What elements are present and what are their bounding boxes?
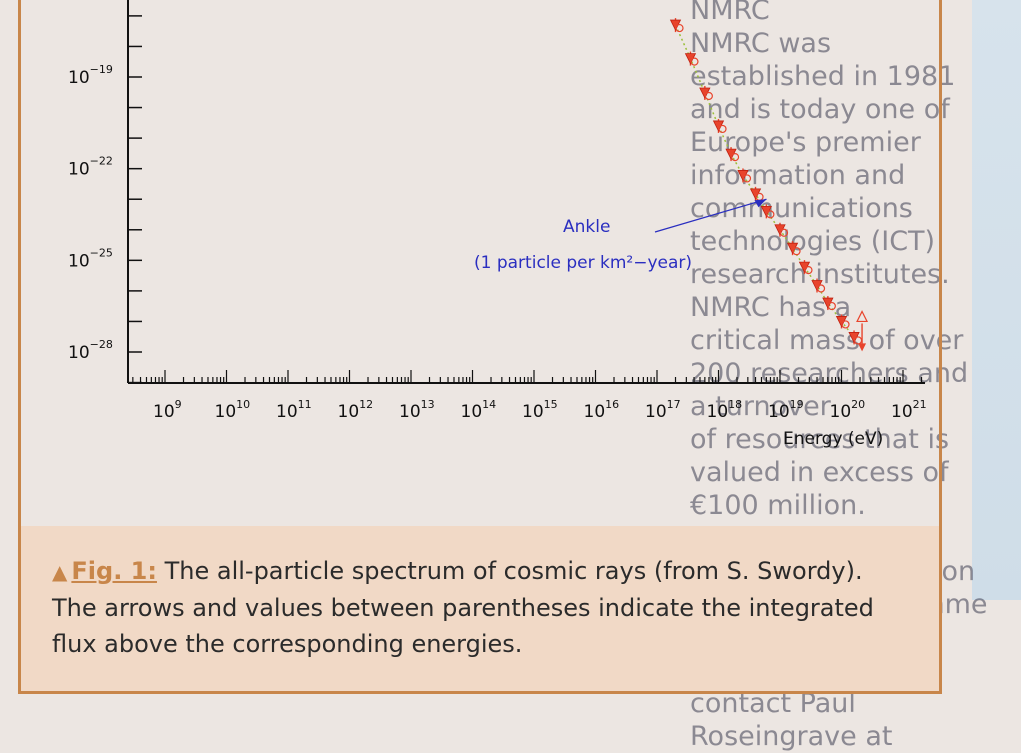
y-tick-label: 10−28: [68, 338, 113, 363]
data-point-open: [742, 174, 752, 183]
y-tick-label: 10−22: [68, 155, 113, 180]
caption-text: The all-particle spectrum of cosmic rays…: [52, 557, 874, 658]
x-tick-label: 1014: [461, 398, 497, 422]
data-point-open: [704, 91, 713, 101]
page: NMRC NMRC was established in 1981 and is …: [18, 0, 1021, 752]
data-point-open: [853, 336, 863, 345]
background-text-line: of resources that is valued in excess of…: [690, 424, 950, 521]
data-point-open: [816, 284, 826, 293]
x-tick-label: 1018: [707, 398, 743, 422]
background-text-line: Europe's premier information and communi…: [690, 127, 921, 224]
ankle-label: Ankle: [563, 217, 610, 237]
figure-caption: ▲ Fig. 1: The all-particle spectrum of co…: [52, 553, 912, 662]
x-tick-label: 1012: [338, 398, 374, 422]
x-tick-label: 1021: [891, 398, 927, 422]
data-point-open: [718, 124, 727, 134]
x-tick-label: 1017: [645, 398, 681, 422]
x-tick-label: 109: [153, 398, 182, 422]
x-tick-label: 1011: [276, 398, 312, 422]
fit-guide-line: [674, 24, 855, 338]
data-point-open: [792, 247, 801, 256]
data-point-open: [690, 57, 699, 66]
cosmic-ray-spectrum-chart: 109 1010 1011 1012 1013 1014 1015 1016 1017 1018 1…: [68, 0, 927, 449]
right-margin-tint: [972, 0, 1021, 600]
y-tick-label: 10−19: [68, 63, 113, 88]
background-text-line: NMRC was established in 1981 and is toda…: [690, 28, 956, 125]
figure-label-link[interactable]: Fig. 1:: [71, 557, 157, 585]
background-text-line: NMRC: [690, 0, 770, 26]
x-tick-label: 1020: [830, 398, 866, 422]
x-tick-label: 1015: [522, 398, 558, 422]
data-point-open: [827, 301, 836, 311]
data-point-open: [804, 266, 813, 275]
data-point-open: [766, 210, 775, 219]
data-point-open: [730, 152, 740, 162]
ankle-flux-label: (1 particle per km²−year): [474, 253, 692, 273]
x-tick-label: 1010: [215, 398, 251, 422]
ankle-arrow-head: [754, 199, 767, 208]
y-tick-label: 10−25: [68, 246, 113, 271]
figure-panel: [18, 0, 942, 694]
x-tick-label: 1013: [399, 398, 435, 422]
data-point-open: [841, 320, 850, 329]
upper-limit-arrow-head: [858, 343, 867, 352]
triangle-marker-icon: ▲: [52, 560, 68, 584]
x-tick-label: 1016: [584, 398, 620, 422]
x-axis-title: Energy (eV): [783, 429, 883, 449]
data-point-open: [779, 228, 789, 237]
x-tick-label: 1019: [768, 398, 804, 422]
data-point-open: [675, 23, 684, 33]
upper-limit-marker: [856, 310, 869, 323]
caption-background: [21, 526, 939, 691]
ankle-arrow-line: [654, 198, 767, 233]
